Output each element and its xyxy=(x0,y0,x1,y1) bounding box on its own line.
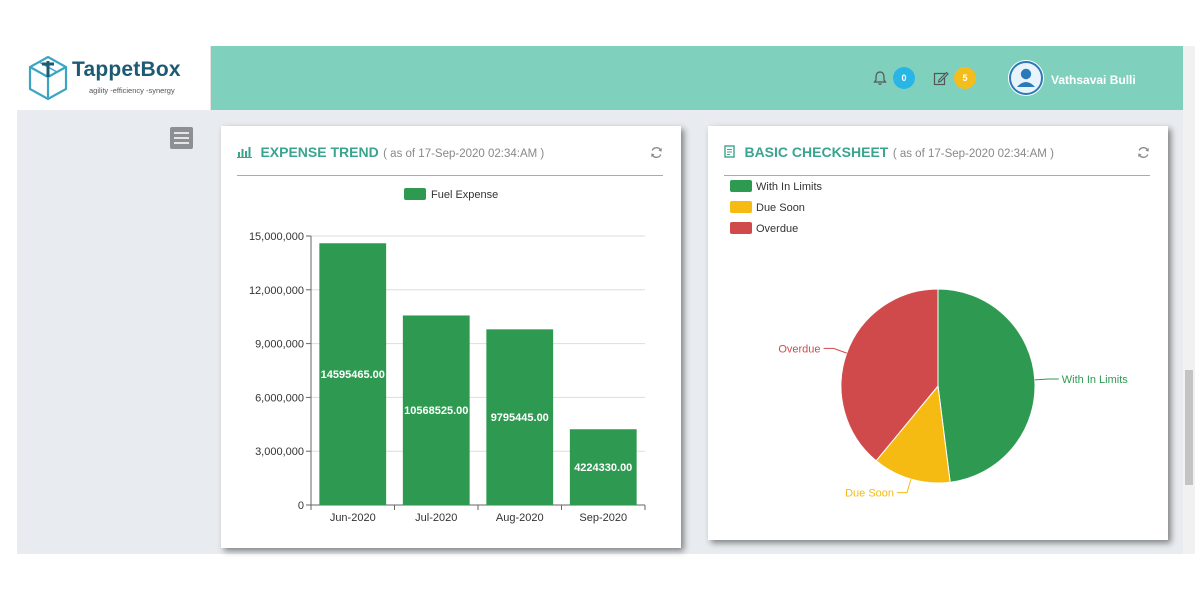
bar-data-label: 4224330.00 xyxy=(574,462,632,474)
bar-aug-2020 xyxy=(486,329,554,505)
legend-swatch-fuel-expense xyxy=(404,188,426,200)
legend-swatch-with-in-limits xyxy=(730,180,752,192)
bar-sep-2020 xyxy=(569,429,637,505)
bar-chart-icon xyxy=(237,147,252,158)
bar-data-label: 9795445.00 xyxy=(491,412,549,424)
cube-logo-icon xyxy=(28,55,68,101)
brand-name: TappetBox xyxy=(72,58,181,81)
pie-label-line xyxy=(823,347,847,354)
task-count: 5 xyxy=(962,73,968,83)
checksheet-panel-title: BASIC CHECKSHEET xyxy=(744,144,889,160)
y-tick-label: 9,000,000 xyxy=(255,339,304,351)
y-tick-label: 6,000,000 xyxy=(255,392,304,404)
pie-label-with-in-limits: With In Limits xyxy=(1062,374,1129,386)
pie-label-line xyxy=(1034,378,1059,381)
expense-panel-title: EXPENSE TREND xyxy=(260,144,379,160)
x-tick-label: Aug-2020 xyxy=(496,512,544,524)
x-tick-label: Jun-2020 xyxy=(330,512,376,524)
y-tick-label: 0 xyxy=(298,500,304,512)
y-tick-label: 12,000,000 xyxy=(249,285,304,297)
bar-data-label: 10568525.00 xyxy=(404,405,468,417)
bar-jun-2020 xyxy=(319,243,387,505)
task-count-badge[interactable]: 5 xyxy=(954,67,976,89)
logo[interactable]: TappetBox agility -efficiency -synergy xyxy=(17,46,211,110)
refresh-icon[interactable] xyxy=(650,146,663,159)
pie-label-overdue: Overdue xyxy=(778,343,820,355)
pie-label-due-soon: Due Soon xyxy=(845,488,894,500)
refresh-icon[interactable] xyxy=(1137,146,1150,159)
scrollbar-thumb[interactable] xyxy=(1185,370,1193,485)
expense-panel-header: EXPENSE TREND ( as of 17-Sep-2020 02:34:… xyxy=(237,144,663,176)
y-tick-label: 15,000,000 xyxy=(249,231,304,243)
bar-jul-2020 xyxy=(402,315,470,505)
pie-label-line xyxy=(897,479,912,494)
page-scrollbar[interactable] xyxy=(1183,46,1195,554)
y-tick-label: 3,000,000 xyxy=(255,446,304,458)
legend-label-overdue: Overdue xyxy=(756,223,798,235)
notification-count-badge[interactable]: 0 xyxy=(893,67,915,89)
x-tick-label: Jul-2020 xyxy=(415,512,457,524)
avatar-figure-icon xyxy=(1009,61,1043,95)
user-avatar-icon[interactable] xyxy=(1008,60,1044,96)
pie-slice-due-soon xyxy=(875,384,951,484)
legend-swatch-due-soon xyxy=(730,201,752,213)
brand-tagline: agility -efficiency -synergy xyxy=(89,86,175,95)
expense-panel-timestamp: ( as of 17-Sep-2020 02:34:AM ) xyxy=(383,148,545,160)
legend-swatch-overdue xyxy=(730,222,752,234)
legend-label-fuel-expense: Fuel Expense xyxy=(431,189,498,201)
hamburger-menu-icon[interactable] xyxy=(170,127,193,149)
expense-bar-chart: Fuel Expense 0 3,000,000 6,000,000 9,000,000… xyxy=(249,188,646,524)
user-name[interactable]: Vathsavai Bulli xyxy=(1051,73,1136,87)
edit-icon[interactable] xyxy=(933,70,949,86)
checklist-icon xyxy=(724,145,735,158)
expense-trend-panel: EXPENSE TREND ( as of 17-Sep-2020 02:34:… xyxy=(221,126,681,548)
bell-icon[interactable] xyxy=(872,70,888,86)
notification-count: 0 xyxy=(901,73,907,83)
basic-checksheet-panel: BASIC CHECKSHEET ( as of 17-Sep-2020 02:… xyxy=(708,126,1168,540)
checksheet-pie-chart: With In Limits Due Soon Overdue With In Lim… xyxy=(730,180,1129,500)
x-tick-label: Sep-2020 xyxy=(579,512,627,524)
legend-label-with-in-limits: With In Limits xyxy=(756,181,823,193)
pie-slice-overdue xyxy=(840,288,939,462)
checksheet-panel-header: BASIC CHECKSHEET ( as of 17-Sep-2020 02:… xyxy=(724,144,1150,176)
bar-data-label: 14595465.00 xyxy=(321,369,385,381)
pie-slice-with-in-limits xyxy=(937,288,1036,483)
checksheet-panel-timestamp: ( as of 17-Sep-2020 02:34:AM ) xyxy=(892,148,1054,160)
legend-label-due-soon: Due Soon xyxy=(756,202,805,214)
top-bar: 0 5 Vathsavai Bulli xyxy=(211,46,1183,110)
